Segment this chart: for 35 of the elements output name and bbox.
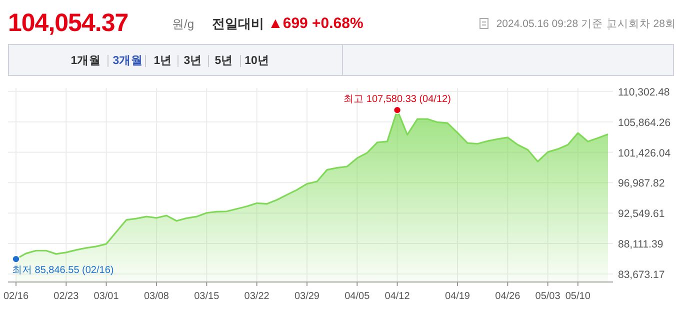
- x-tick-label: 02/23: [54, 291, 80, 302]
- x-tick-label: 04/26: [495, 291, 521, 302]
- x-tick-label: 04/05: [344, 291, 370, 302]
- x-tick-label: 04/12: [384, 291, 410, 302]
- annotation: 최고 107,580.33 (04/12): [344, 94, 451, 106]
- x-tick-label: 02/16: [3, 291, 29, 302]
- text: 원/g: [172, 17, 194, 31]
- text: ▲699: [268, 15, 308, 32]
- text: 3개월: [112, 54, 144, 67]
- y-tick-label: 105,864.26: [618, 116, 671, 129]
- y-tick-label: 88,111.39: [618, 238, 664, 251]
- x-tick-label: 03/08: [144, 291, 170, 302]
- y-tick-label: 101,426.04: [618, 147, 671, 160]
- annotation: 최저 85,846.55 (02/16): [12, 265, 114, 276]
- x-tick-label: 04/19: [444, 291, 470, 302]
- text: +0.68%: [312, 15, 364, 32]
- text: 고시회차 28회: [606, 18, 676, 30]
- y-tick-label: 96,987.82: [618, 178, 665, 190]
- x-tick-label: 03/15: [194, 291, 220, 302]
- text: 1개월: [70, 54, 102, 67]
- text: 1년: [154, 54, 172, 67]
- chart-title: 104,054.37: [8, 9, 128, 37]
- x-tick-label: 05/10: [565, 291, 591, 302]
- x-tick-label: 03/22: [244, 291, 270, 302]
- x-tick-label: 05/03: [535, 291, 561, 302]
- text: 3년: [184, 54, 202, 67]
- y-tick-label: 92,549.61: [618, 208, 665, 220]
- text: 10년: [244, 54, 270, 67]
- text: 2024.05.16 09:28 기준: [496, 18, 603, 30]
- x-tick-label: 03/01: [94, 291, 120, 302]
- text: 5년: [214, 54, 234, 67]
- y-tick-label: 83,673.17: [618, 268, 665, 281]
- x-tick-label: 03/29: [294, 291, 320, 302]
- text: 전일대비: [212, 16, 264, 31]
- y-tick-label: 110,302.48: [618, 86, 670, 98]
